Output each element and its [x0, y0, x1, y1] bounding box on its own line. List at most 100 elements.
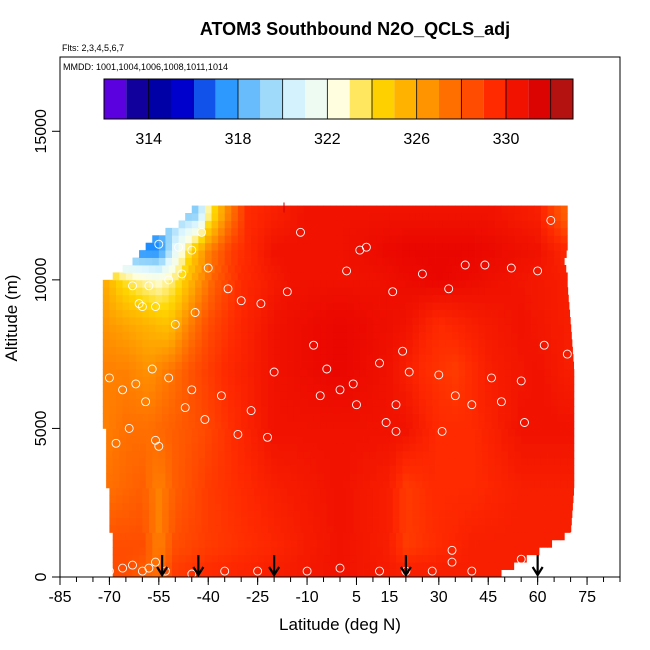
heatmap-cell	[557, 510, 565, 518]
heatmap-cell	[501, 227, 509, 236]
heatmap-cell	[260, 525, 268, 533]
heatmap-cell	[280, 287, 288, 296]
heatmap-cell	[122, 354, 130, 362]
heatmap-cell	[392, 309, 400, 318]
heatmap-cell	[386, 502, 394, 511]
heatmap-cell	[461, 569, 469, 578]
heatmap-cell	[158, 428, 166, 437]
heatmap-cell	[554, 242, 562, 251]
heatmap-cell	[112, 428, 120, 437]
heatmap-cell	[340, 294, 347, 303]
heatmap-cell	[389, 272, 397, 281]
heatmap-cell	[221, 398, 229, 407]
heatmap-cell	[155, 346, 163, 355]
heatmap-cell	[251, 562, 259, 570]
heatmap-cell	[382, 220, 390, 229]
heatmap-cell	[284, 272, 291, 281]
heatmap-cell	[330, 242, 338, 251]
heatmap-cell	[254, 287, 262, 296]
heatmap-cell	[244, 480, 252, 489]
heatmap-cell	[491, 383, 499, 392]
heatmap-cell	[547, 480, 555, 489]
sample-point	[144, 281, 154, 291]
heatmap-cell	[428, 227, 436, 236]
heatmap-cell	[135, 317, 143, 325]
heatmap-cell	[491, 346, 499, 355]
heatmap-cell	[343, 554, 351, 563]
heatmap-cell	[340, 361, 347, 370]
heatmap-cell	[254, 279, 262, 288]
heatmap-cell	[175, 391, 183, 400]
sample-point	[496, 397, 506, 407]
heatmap-cell	[537, 331, 545, 340]
heatmap-cell	[514, 473, 522, 481]
heatmap-cell	[379, 502, 387, 511]
heatmap-cell	[320, 495, 328, 504]
heatmap-cell	[280, 398, 288, 407]
heatmap-cell	[484, 525, 492, 533]
heatmap-cell	[554, 480, 562, 489]
heatmap-cell	[234, 309, 242, 318]
heatmap-cell	[234, 398, 242, 407]
heatmap-cell	[481, 554, 489, 563]
heatmap-cell	[168, 302, 176, 310]
heatmap-cell	[511, 502, 519, 511]
heatmap-cell	[392, 317, 400, 325]
heatmap-cell	[432, 391, 440, 400]
heatmap-cell	[475, 562, 483, 570]
heatmap-cell	[468, 473, 476, 481]
dates-note: MMDD: 1001,1004,1006,1008,1011,1014	[63, 62, 228, 72]
heatmap-cell	[484, 309, 492, 318]
heatmap-cell	[165, 450, 173, 459]
heatmap-cell	[214, 324, 222, 333]
plot-area	[102, 202, 579, 579]
heatmap-cell	[307, 502, 315, 511]
heatmap-cell	[178, 257, 186, 266]
heatmap-cell	[129, 339, 137, 348]
heatmap-cell	[521, 213, 529, 221]
heatmap-cell	[198, 428, 206, 437]
heatmap-cell	[438, 294, 446, 303]
heatmap-cell	[195, 413, 203, 422]
heatmap-cell	[402, 227, 410, 236]
heatmap-cell	[534, 250, 542, 258]
heatmap-cell	[221, 302, 229, 310]
heatmap-cell	[432, 294, 440, 303]
heatmap-cell	[129, 354, 137, 362]
heatmap-cell	[511, 302, 519, 310]
heatmap-cell	[158, 532, 166, 541]
heatmap-cell	[363, 257, 371, 266]
heatmap-cell	[274, 391, 282, 400]
heatmap-cell	[234, 383, 242, 392]
heatmap-cell	[165, 435, 173, 444]
heatmap-cell	[284, 458, 291, 466]
heatmap-cell	[336, 465, 344, 474]
heatmap-cell	[162, 487, 170, 496]
heatmap-cell	[448, 227, 456, 236]
heatmap-cell	[415, 532, 423, 541]
heatmap-cell	[537, 376, 545, 385]
heatmap-cell	[372, 369, 380, 377]
heatmap-cell	[396, 465, 403, 474]
heatmap-cell	[234, 339, 242, 348]
heatmap-cell	[458, 510, 466, 518]
heatmap-cell	[333, 406, 341, 414]
heatmap-cell	[405, 383, 413, 392]
heatmap-cell	[438, 324, 446, 333]
heatmap-cell	[172, 435, 179, 444]
heatmap-cell	[139, 569, 147, 578]
heatmap-cell	[491, 398, 499, 407]
heatmap-cell	[264, 547, 272, 556]
heatmap-cell	[468, 227, 476, 236]
heatmap-cell	[254, 495, 262, 504]
heatmap-cell	[237, 250, 245, 258]
heatmap-cell	[376, 235, 384, 244]
heatmap-cell	[178, 435, 186, 444]
heatmap-cell	[168, 383, 176, 392]
heatmap-cell	[195, 376, 203, 385]
heatmap-cell	[277, 272, 285, 281]
heatmap-cell	[188, 487, 196, 496]
heatmap-cell	[396, 227, 403, 236]
heatmap-cell	[399, 294, 407, 303]
heatmap-cell	[195, 309, 203, 318]
